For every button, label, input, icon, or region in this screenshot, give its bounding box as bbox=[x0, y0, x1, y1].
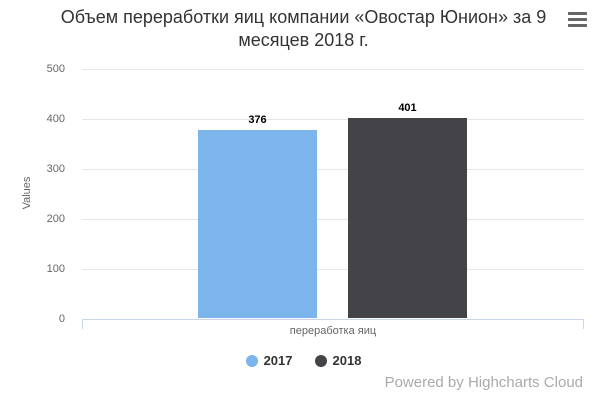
bar-2017[interactable] bbox=[198, 130, 317, 318]
y-tick-label-300: 300 bbox=[46, 163, 65, 175]
legend-label-2018: 2018 bbox=[332, 353, 362, 368]
bar-2018[interactable] bbox=[348, 117, 467, 318]
x-axis-category-label: переработка яиц bbox=[289, 325, 377, 337]
legend-item-2018[interactable]: 2018 bbox=[314, 353, 362, 368]
data-label-2017: 376 bbox=[248, 114, 267, 126]
legend-label-2017: 2017 bbox=[263, 353, 293, 368]
context-menu-button[interactable] bbox=[565, 6, 591, 30]
y-tick-label-100: 100 bbox=[46, 263, 65, 275]
plot-area: 376 401 bbox=[82, 69, 584, 329]
legend-item-2017[interactable]: 2017 bbox=[245, 353, 293, 368]
chart-title: Объем переработки яиц компании «Овостар … bbox=[60, 7, 547, 50]
gridline-500 bbox=[82, 69, 584, 70]
gridline-400 bbox=[82, 119, 584, 120]
y-tick-label-200: 200 bbox=[46, 213, 65, 225]
legend: 2017 2018 bbox=[0, 353, 607, 368]
legend-marker-2017 bbox=[245, 354, 258, 367]
y-axis-tick-labels: 0 100 200 300 400 500 bbox=[0, 63, 65, 325]
y-tick-label-500: 500 bbox=[46, 63, 65, 75]
data-label-2018: 401 bbox=[398, 101, 417, 114]
hamburger-icon bbox=[568, 12, 588, 27]
y-tick-label-0: 0 bbox=[58, 313, 65, 325]
credits-link[interactable]: Powered by Highcharts Cloud bbox=[384, 374, 583, 391]
x-axis-line bbox=[82, 319, 584, 320]
x-axis-tick-left bbox=[82, 319, 83, 329]
legend-marker-2018 bbox=[314, 354, 327, 367]
y-tick-label-400: 400 bbox=[46, 113, 65, 125]
gridline-300 bbox=[82, 169, 584, 170]
gridline-100 bbox=[82, 269, 584, 270]
x-axis-tick-right bbox=[583, 319, 584, 329]
gridline-200 bbox=[82, 219, 584, 220]
